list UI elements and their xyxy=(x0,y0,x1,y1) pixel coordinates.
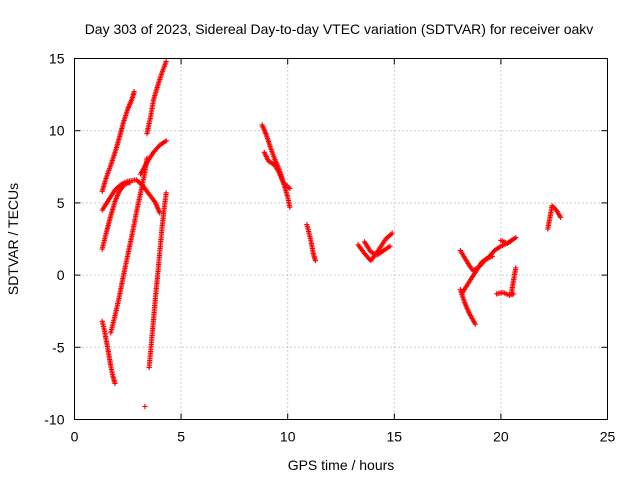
data-point xyxy=(163,138,169,144)
y-tick-label: -5 xyxy=(52,339,65,355)
data-point xyxy=(142,403,148,410)
data-point xyxy=(287,204,293,210)
data-point xyxy=(557,214,564,220)
series-arc-17 xyxy=(459,234,519,296)
data-point xyxy=(513,234,519,241)
plot-frame xyxy=(74,58,608,420)
series-arc-20 xyxy=(508,265,519,296)
x-tick-label: 20 xyxy=(493,429,509,445)
axis-ticks: 0 5 10 15 20 25 -10 -5 0 5 10 15 xyxy=(44,51,615,445)
data-point xyxy=(163,58,169,64)
data-point xyxy=(472,321,478,327)
series-arc-6 xyxy=(137,138,169,177)
series-arc-1 xyxy=(99,89,137,194)
x-axis-label: GPS time / hours xyxy=(288,457,395,473)
data-point xyxy=(387,243,393,249)
data-point xyxy=(163,190,169,196)
x-tick-label: 25 xyxy=(600,429,616,445)
series-arc-2 xyxy=(99,180,133,252)
data-point xyxy=(508,237,515,244)
series-arc-7 xyxy=(144,58,169,137)
data-point xyxy=(112,380,118,386)
data-point xyxy=(287,185,293,192)
series-arc-9 xyxy=(142,403,148,410)
series-arc-13 xyxy=(355,230,395,264)
y-tick-label: -10 xyxy=(44,412,64,428)
series-arc-11 xyxy=(261,149,293,192)
series-arc-4 xyxy=(99,318,118,386)
data-points xyxy=(99,58,564,410)
series-arc-14 xyxy=(361,239,393,258)
x-tick-label: 15 xyxy=(387,429,403,445)
chart-title: Day 303 of 2023, Sidereal Day-to-day VTE… xyxy=(85,21,594,37)
x-tick-label: 5 xyxy=(177,429,185,445)
y-tick-label: 0 xyxy=(57,267,65,283)
series-arc-21 xyxy=(545,203,564,232)
data-point xyxy=(513,265,519,271)
x-tick-label: 10 xyxy=(280,429,296,445)
y-axis-label: SDTVAR / TECUs xyxy=(5,183,21,295)
data-point xyxy=(389,230,395,236)
y-tick-label: 10 xyxy=(49,123,65,139)
y-tick-label: 5 xyxy=(57,195,65,211)
x-tick-label: 0 xyxy=(71,429,79,445)
series-arc-8 xyxy=(146,190,169,371)
grid xyxy=(74,58,608,420)
series-arc-3 xyxy=(99,177,163,216)
data-point xyxy=(312,258,319,264)
y-tick-label: 15 xyxy=(49,51,65,67)
series-arc-19 xyxy=(498,237,515,246)
series-arc-12 xyxy=(304,221,319,264)
data-point xyxy=(131,89,137,95)
series-arc-10 xyxy=(259,122,293,210)
